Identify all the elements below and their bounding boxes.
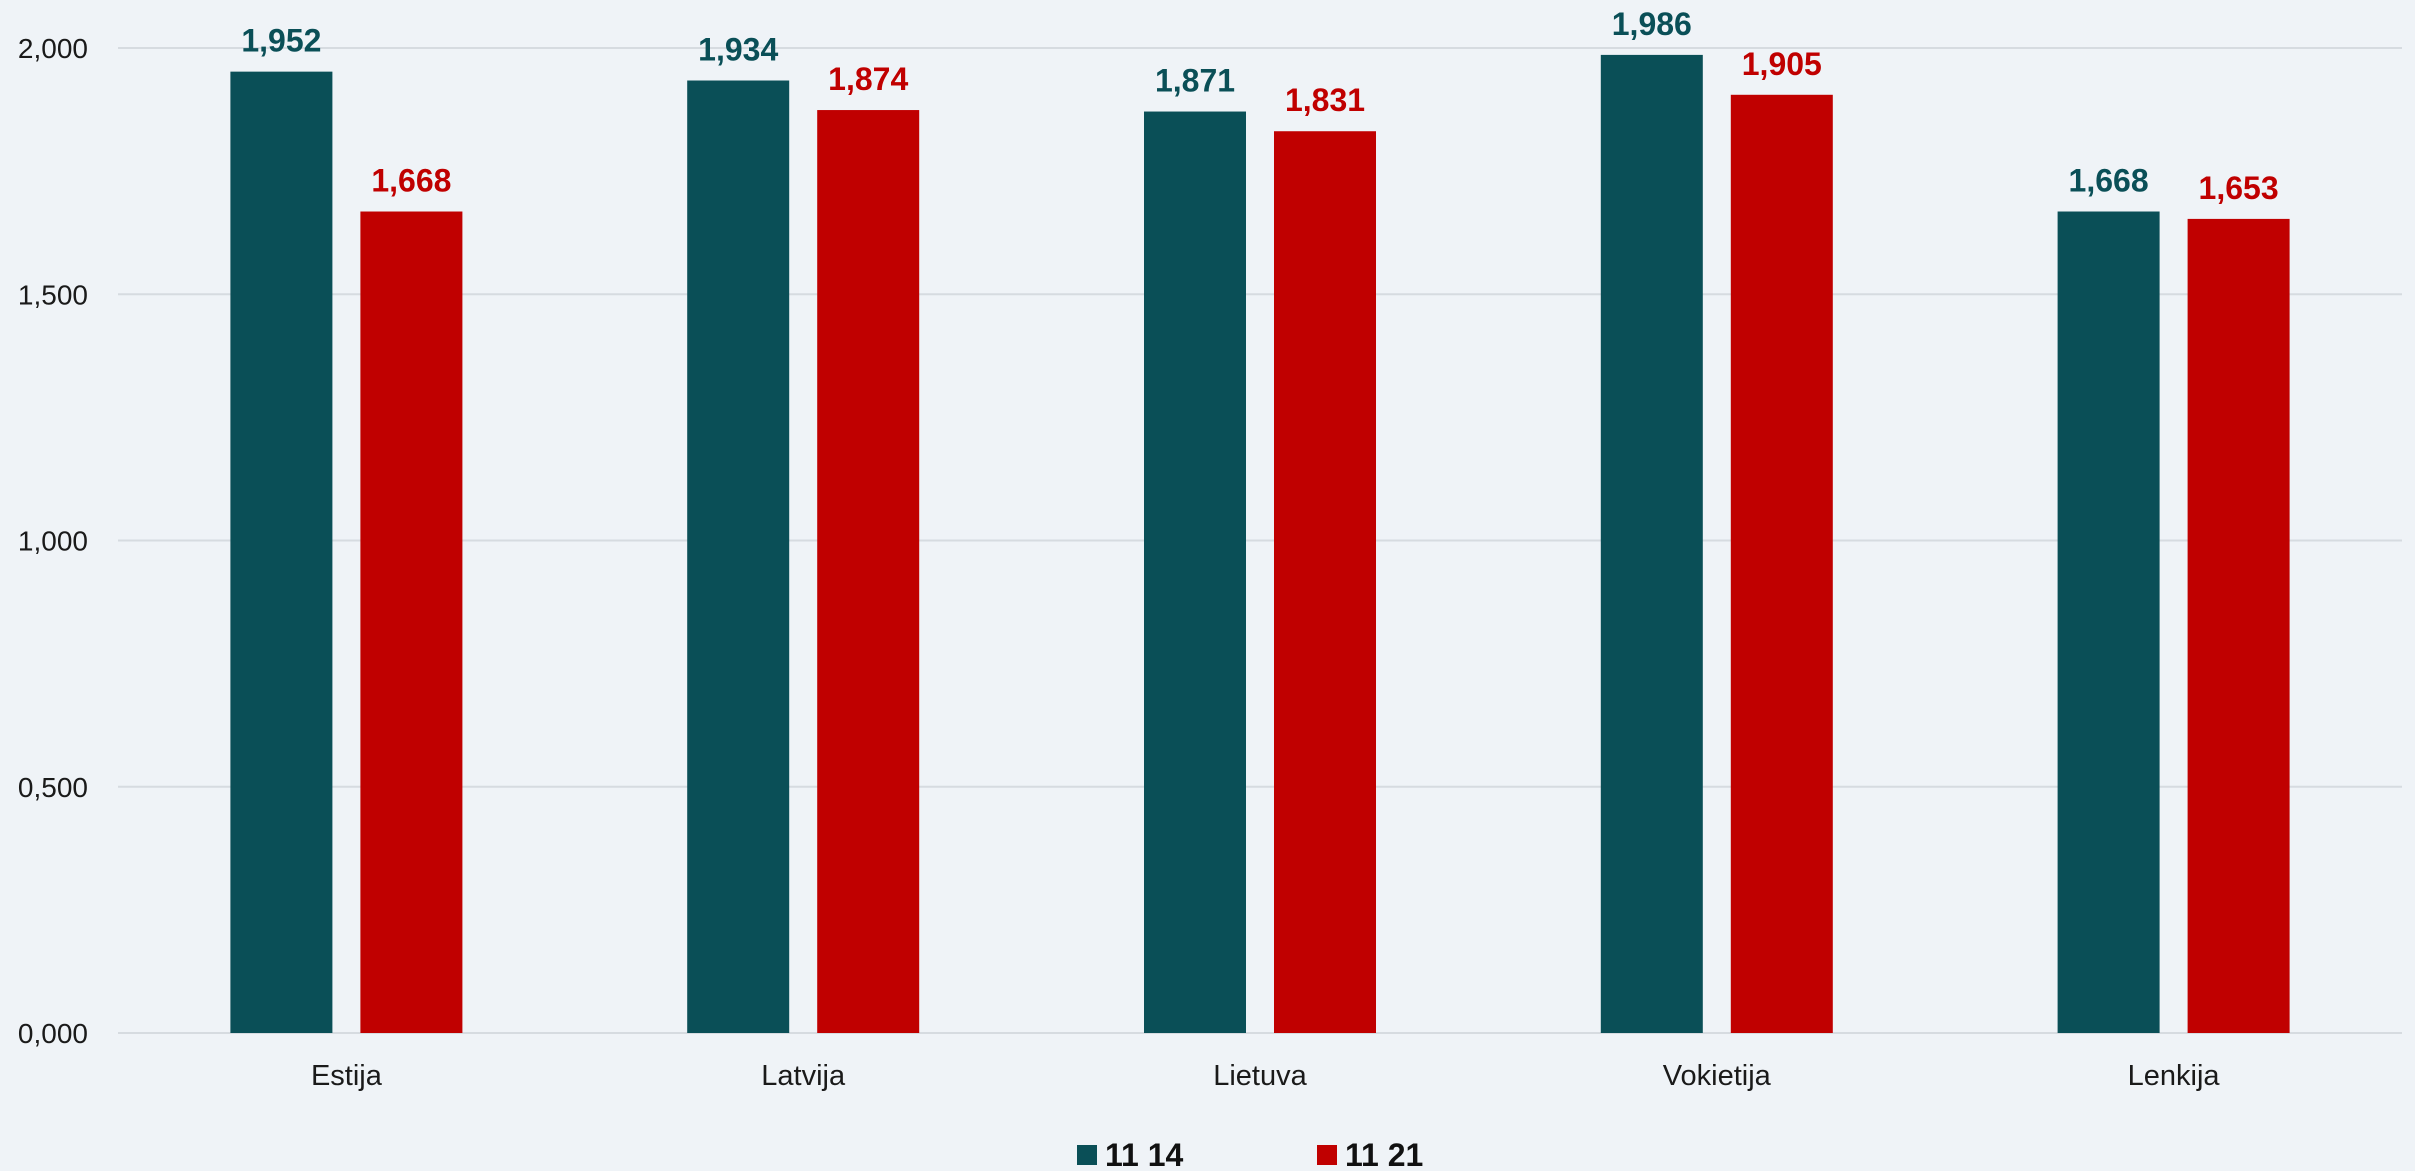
data-label: 1,871 <box>1155 63 1235 99</box>
gridlines <box>118 47 2402 1034</box>
y-tick-label: 0,000 <box>18 1018 88 1049</box>
category-label: Latvija <box>761 1060 846 1092</box>
y-axis-ticks: 0,000 0,500 1,000 1,500 2,000 <box>18 33 88 1049</box>
bar-estija-series-1 <box>230 71 333 1033</box>
bar-lenkija-series-1 <box>2057 211 2160 1033</box>
bar-lietuva-series-2 <box>1274 131 1376 1034</box>
y-tick-label: 1,500 <box>18 279 88 310</box>
data-label: 1,986 <box>1612 6 1692 42</box>
data-label: 1,668 <box>371 163 451 199</box>
bar-vokietija-series-1 <box>1600 54 1703 1033</box>
bars <box>230 54 2290 1034</box>
bar-estija-series-2 <box>360 211 463 1033</box>
category-label: Lietuva <box>1213 1060 1307 1092</box>
y-tick-label: 0,500 <box>18 772 88 803</box>
category-label: Lenkija <box>2128 1060 2221 1092</box>
bar-vokietija-series-2 <box>1730 94 1833 1034</box>
legend-label: 11 14 <box>1105 1137 1184 1171</box>
bar-lenkija-series-2 <box>2187 218 2290 1033</box>
data-label: 1,952 <box>241 23 321 59</box>
data-label: 1,668 <box>2069 163 2149 199</box>
data-label: 1,934 <box>698 32 778 68</box>
legend-swatch <box>1077 1145 1097 1165</box>
legend-label: 11 21 <box>1345 1137 1423 1171</box>
category-label: Vokietija <box>1663 1060 1772 1092</box>
x-axis-categories: Estija Latvija Lietuva Vokietija Lenkija <box>311 1060 2220 1092</box>
data-labels: 1,952 1,668 1,934 1,874 1,871 1,831 1,986 1,905… <box>241 6 2278 206</box>
y-tick-label: 1,000 <box>18 526 88 557</box>
data-label: 1,831 <box>1285 82 1365 118</box>
data-label: 1,905 <box>1742 46 1822 82</box>
legend-swatch <box>1317 1145 1337 1165</box>
y-tick-label: 2,000 <box>18 33 88 64</box>
bar-latvija-series-2 <box>817 110 920 1034</box>
data-label: 1,874 <box>828 61 908 97</box>
category-label: Estija <box>311 1060 383 1092</box>
bar-latvija-series-1 <box>687 80 790 1033</box>
legend: 11 14 11 21 <box>1077 1137 1423 1171</box>
data-label: 1,653 <box>2199 170 2279 206</box>
bar-lietuva-series-1 <box>1144 111 1246 1034</box>
